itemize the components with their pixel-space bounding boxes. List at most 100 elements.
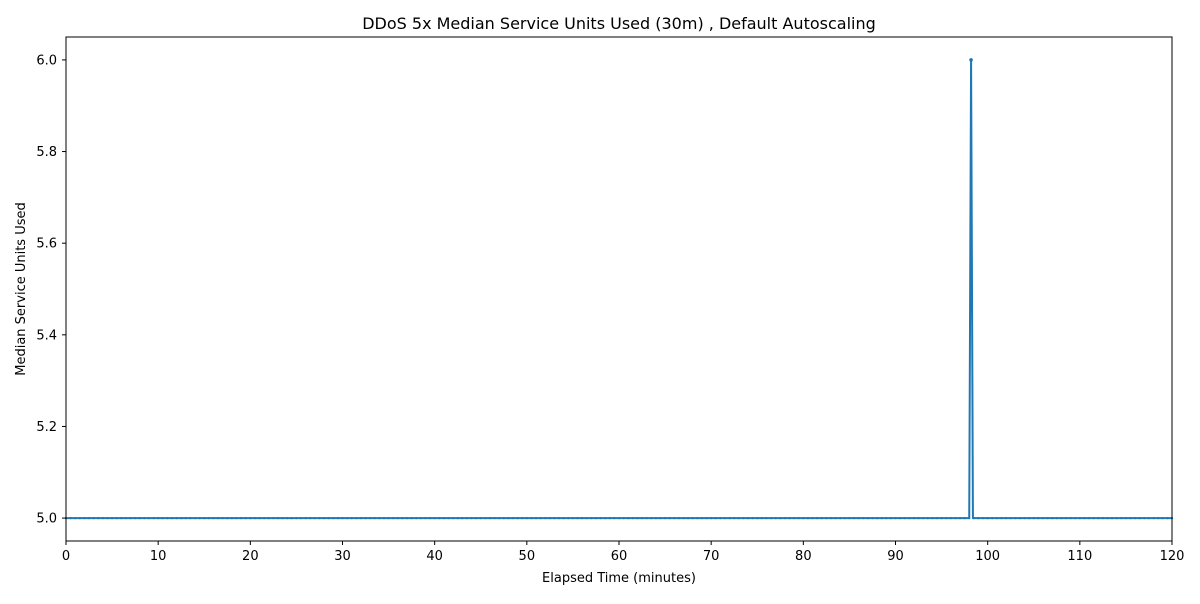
data-point	[816, 516, 819, 520]
data-point	[479, 516, 482, 520]
data-point	[866, 516, 869, 520]
data-point	[1134, 516, 1137, 520]
data-point	[825, 516, 828, 520]
data-point	[700, 516, 704, 520]
data-point	[189, 516, 192, 520]
data-point	[387, 516, 390, 520]
data-point	[235, 516, 238, 520]
data-point	[839, 516, 842, 520]
data-point	[249, 516, 252, 520]
data-point	[663, 516, 667, 520]
data-point	[571, 516, 575, 520]
data-point	[852, 516, 856, 520]
data-point	[1101, 516, 1104, 520]
x-tick-label: 0	[62, 549, 70, 564]
data-point	[1124, 516, 1128, 520]
data-point	[954, 516, 957, 520]
data-point	[899, 516, 902, 520]
data-point	[272, 516, 275, 520]
data-point	[645, 516, 648, 520]
data-point	[723, 516, 727, 520]
data-point	[963, 516, 966, 520]
x-tick-label: 80	[795, 549, 812, 564]
y-tick-label: 5.4	[36, 328, 57, 343]
data-point	[714, 516, 717, 520]
data-point	[733, 516, 736, 520]
y-axis-label: Median Service Units Used	[14, 202, 29, 376]
data-point	[728, 516, 731, 520]
data-point	[1018, 516, 1022, 520]
data-point	[1078, 516, 1081, 520]
data-point	[521, 516, 524, 520]
data-point	[290, 516, 293, 520]
data-point	[424, 516, 427, 520]
data-point	[834, 516, 837, 520]
data-point	[120, 516, 123, 520]
data-point	[488, 516, 492, 520]
data-point	[774, 516, 777, 520]
data-point	[802, 516, 805, 520]
data-point	[313, 516, 316, 520]
data-point	[166, 516, 169, 520]
data-point	[1083, 516, 1086, 520]
data-point	[230, 516, 233, 520]
data-point	[1028, 516, 1031, 520]
y-tick-label: 5.6	[36, 237, 57, 252]
data-point	[627, 516, 630, 520]
data-point	[1005, 516, 1008, 520]
data-point	[170, 516, 174, 520]
data-point	[673, 516, 676, 520]
data-point	[525, 516, 528, 520]
data-point	[940, 516, 943, 520]
data-point	[1157, 516, 1160, 520]
data-point	[276, 516, 280, 520]
data-point	[945, 516, 948, 520]
data-point	[115, 516, 118, 520]
data-point	[470, 516, 473, 520]
data-point	[184, 516, 187, 520]
data-point	[788, 516, 791, 520]
data-point	[922, 516, 925, 520]
data-point	[949, 516, 952, 520]
plot-frame	[65, 36, 1173, 542]
data-point	[405, 516, 409, 520]
plot-area: 0 10 20 30 40 50 60 70 80 90 100 110 120 5.05.25.45.…	[36, 36, 1184, 564]
data-point	[124, 516, 128, 520]
data-point	[152, 516, 155, 520]
data-point	[1074, 516, 1077, 520]
data-point	[793, 516, 796, 520]
data-point	[369, 516, 372, 520]
x-tick-label: 110	[1067, 549, 1092, 564]
data-point	[654, 516, 657, 520]
data-point	[1129, 516, 1132, 520]
peak-point	[969, 58, 973, 62]
data-point	[419, 516, 422, 520]
data-point	[590, 516, 593, 520]
data-point	[608, 516, 611, 520]
data-point	[751, 516, 754, 520]
data-point	[475, 516, 478, 520]
data-point	[484, 516, 487, 520]
data-point	[97, 516, 100, 520]
data-point	[1143, 516, 1146, 520]
data-point	[322, 516, 326, 520]
x-tick-label: 10	[150, 549, 167, 564]
data-point	[447, 516, 450, 520]
data-point	[737, 516, 740, 520]
x-tick-label: 20	[242, 549, 259, 564]
data-point	[401, 516, 404, 520]
data-point	[428, 516, 432, 520]
data-point	[138, 516, 141, 520]
data-point	[613, 516, 616, 520]
data-point	[452, 516, 455, 520]
data-point	[995, 516, 998, 520]
data-point	[682, 516, 685, 520]
data-point	[843, 516, 846, 520]
data-point	[382, 516, 386, 520]
data-point	[78, 516, 81, 520]
data-point	[691, 516, 694, 520]
data-point	[1106, 516, 1109, 520]
